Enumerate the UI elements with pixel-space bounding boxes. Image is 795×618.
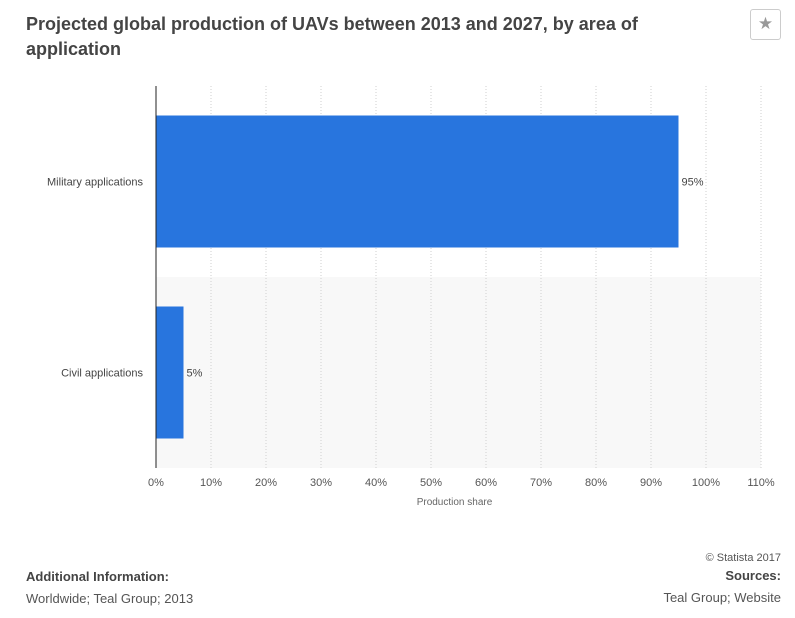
x-tick-label: 20% xyxy=(255,477,277,489)
chart-title: Projected global production of UAVs betw… xyxy=(26,14,638,59)
category-label: Civil applications xyxy=(61,368,143,380)
favorite-button[interactable]: ★ xyxy=(750,9,781,40)
x-tick-label: 110% xyxy=(747,477,775,489)
additional-info-text: Worldwide; Teal Group; 2013 xyxy=(26,591,194,606)
star-icon: ★ xyxy=(757,14,774,34)
data-label: 5% xyxy=(187,368,203,380)
sources-text[interactable]: Teal Group; Website xyxy=(663,590,781,605)
x-tick-label: 70% xyxy=(530,477,552,489)
bar xyxy=(156,115,679,248)
sources-heading: Sources: xyxy=(725,568,781,583)
x-tick-label: 90% xyxy=(640,477,662,489)
plot-band xyxy=(156,277,761,468)
additional-info-heading: Additional Information: xyxy=(26,569,169,584)
x-tick-label: 0% xyxy=(148,477,164,489)
bar-chart: 0% 10% 20% 30% 40% 50% 60% 70% 80% 90% 100% 110% Mil… xyxy=(47,86,775,508)
x-tick-label: 40% xyxy=(365,477,387,489)
copyright-notice[interactable]: © Statista 2017 xyxy=(705,552,781,564)
x-tick-label: 50% xyxy=(420,477,442,489)
additional-information: Additional Information: Worldwide; Teal … xyxy=(26,568,193,608)
x-tick-label: 100% xyxy=(692,477,720,489)
x-axis-title: Production share xyxy=(417,497,493,508)
category-label: Military applications xyxy=(47,177,143,189)
x-tick-label: 30% xyxy=(310,477,332,489)
data-label: 95% xyxy=(682,177,704,189)
sources: © Statista 2017 Sources: Teal Group; Web… xyxy=(663,549,781,607)
x-tick-label: 60% xyxy=(475,477,497,489)
x-tick-label: 10% xyxy=(200,477,222,489)
bar xyxy=(156,306,184,439)
x-tick-label: 80% xyxy=(585,477,607,489)
